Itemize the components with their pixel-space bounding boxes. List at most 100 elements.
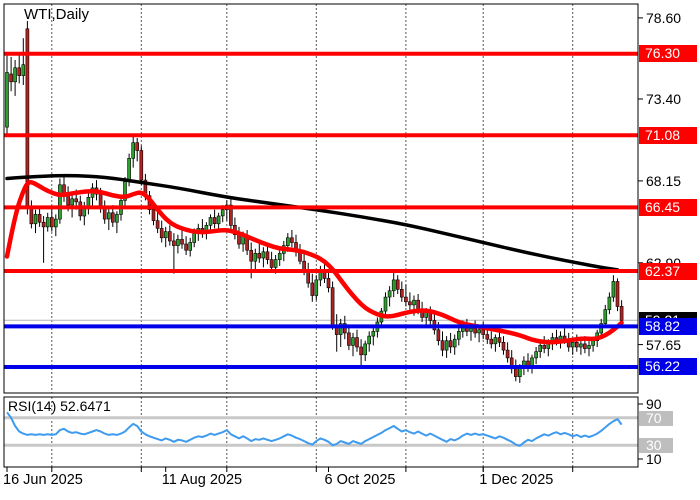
candle	[408, 292, 412, 312]
candle	[208, 214, 213, 232]
price-tick-label: 68.15	[646, 173, 682, 189]
candle	[391, 270, 396, 298]
candle	[314, 275, 319, 301]
candle	[509, 350, 514, 374]
support-price-badge: 56.22	[639, 358, 697, 375]
candle	[501, 336, 506, 355]
candle	[542, 336, 547, 354]
candle	[159, 220, 164, 243]
candle	[404, 284, 408, 307]
candle	[493, 334, 498, 352]
date-axis-label: 6 Oct 2025	[324, 472, 396, 488]
candle	[58, 178, 62, 224]
candle	[513, 359, 518, 382]
resistance-price-badge: 66.45	[639, 199, 697, 216]
candle	[534, 347, 538, 365]
candle	[237, 226, 241, 249]
candle	[139, 145, 144, 185]
rsi-indicator-label: RSI(14) 52.6471	[8, 398, 111, 414]
candle	[607, 292, 612, 315]
candle	[9, 56, 13, 92]
candle	[294, 234, 298, 257]
support-price-badge: 58.82	[639, 318, 697, 335]
candle	[489, 331, 494, 349]
candle	[155, 211, 160, 234]
candle	[473, 320, 477, 338]
ma-fast-line	[4, 179, 624, 345]
candle	[530, 354, 534, 374]
candle	[387, 286, 392, 307]
candle	[318, 265, 323, 287]
candle	[102, 200, 107, 224]
candle	[135, 138, 139, 162]
candle	[351, 332, 355, 357]
candle	[253, 248, 258, 269]
candle	[611, 275, 616, 302]
candle	[188, 237, 192, 257]
rsi-pane-border	[3, 396, 639, 468]
candle	[355, 329, 359, 352]
resistance-price-badge: 71.08	[639, 127, 697, 144]
candle	[233, 217, 237, 240]
resistance-price-badge: 76.30	[639, 45, 697, 62]
candle	[212, 209, 217, 229]
candle	[225, 200, 229, 221]
candle	[53, 214, 58, 237]
candle	[432, 312, 437, 335]
rsi-line	[6, 411, 623, 447]
candle	[322, 264, 327, 283]
candle	[180, 230, 184, 249]
candle	[338, 318, 343, 347]
candle	[269, 251, 274, 273]
candle	[579, 339, 583, 355]
candle	[330, 281, 335, 330]
candle	[17, 53, 22, 84]
axis-ticks	[6, 17, 643, 472]
candle	[290, 230, 294, 248]
candle	[359, 339, 363, 366]
main-pane-border	[3, 3, 639, 394]
candle	[90, 183, 95, 207]
candle	[367, 331, 372, 352]
candle	[603, 304, 608, 327]
candle	[615, 278, 620, 312]
candle	[131, 134, 135, 168]
rsi-level-badge: 70	[639, 411, 673, 426]
candle	[440, 331, 445, 357]
candle	[29, 200, 34, 229]
candle	[399, 281, 404, 302]
candle	[41, 216, 46, 263]
ma-slow-line	[5, 173, 620, 272]
candle	[587, 340, 591, 357]
candle	[13, 60, 17, 96]
candle	[363, 340, 368, 361]
candle	[163, 226, 168, 248]
rsi-level-badge: 30	[639, 438, 673, 453]
price-tick-label: 78.60	[646, 10, 682, 26]
candle	[257, 244, 262, 263]
candle	[395, 275, 400, 294]
candle	[115, 211, 119, 234]
date-axis-label: 16 Jun 2025	[3, 472, 83, 488]
candle	[33, 209, 38, 234]
candle	[326, 272, 331, 293]
symbol-title: WTI,Daily	[24, 6, 89, 23]
candle	[505, 342, 510, 363]
price-levels	[4, 51, 638, 369]
candle	[277, 248, 282, 266]
candle	[456, 326, 461, 346]
candle	[168, 225, 172, 246]
candle	[107, 208, 111, 230]
candle	[526, 353, 530, 372]
candle	[298, 244, 302, 265]
candle	[347, 325, 351, 351]
candle	[172, 233, 176, 274]
candle	[21, 38, 26, 85]
rsi-pane	[4, 411, 638, 447]
candle	[249, 242, 253, 279]
candle	[383, 292, 388, 318]
candle	[37, 208, 42, 227]
rsi-tick-label: 90	[646, 396, 662, 412]
candle	[176, 234, 180, 254]
